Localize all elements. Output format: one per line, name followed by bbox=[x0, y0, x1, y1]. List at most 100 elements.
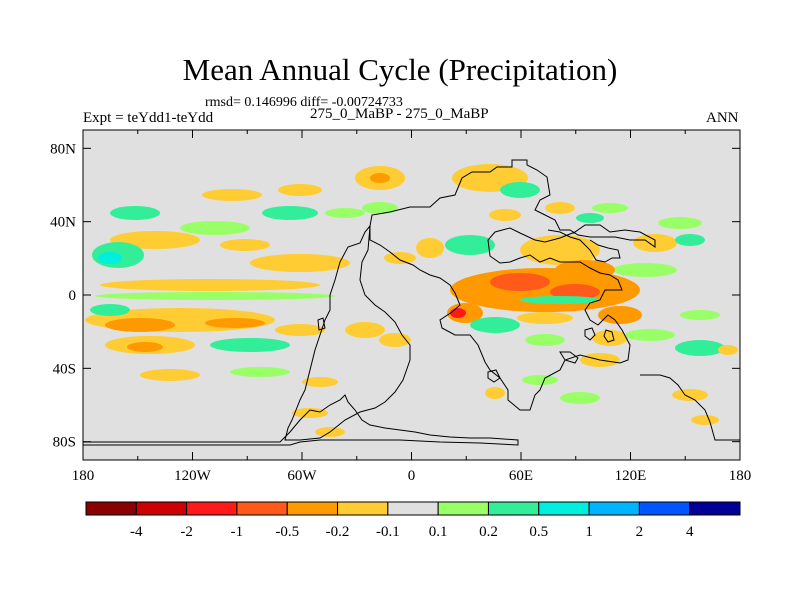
colorbar-swatch bbox=[538, 501, 590, 516]
period-label: 275_0_MaBP - 275_0_MaBP bbox=[310, 106, 489, 122]
contour-region bbox=[250, 254, 350, 272]
y-tick-label: 40S bbox=[53, 361, 76, 377]
contour-region bbox=[230, 367, 290, 377]
contour-region bbox=[292, 408, 328, 418]
contour-region bbox=[598, 306, 642, 324]
contour-region bbox=[210, 338, 290, 352]
contour-region bbox=[278, 184, 322, 196]
contour-region bbox=[302, 377, 338, 387]
x-tick-label: 180 bbox=[72, 468, 95, 484]
experiment-label: Expt = teYdd1-teYdd bbox=[83, 110, 214, 126]
contour-region bbox=[98, 252, 122, 264]
colorbar-label: 1 bbox=[585, 524, 593, 540]
colorbar-label: -0.1 bbox=[376, 524, 400, 540]
contour-region bbox=[325, 208, 365, 218]
contour-region bbox=[545, 202, 575, 214]
colorbar-label: 0.2 bbox=[479, 524, 498, 540]
contour-region bbox=[220, 239, 270, 251]
contour-region bbox=[658, 217, 702, 229]
contour-region bbox=[489, 209, 521, 221]
contour-region bbox=[416, 238, 444, 258]
contour-region bbox=[613, 263, 677, 277]
continent-outline bbox=[559, 351, 579, 364]
colorbar-label: -0.5 bbox=[275, 524, 299, 540]
x-tick-label: 120W bbox=[174, 468, 212, 484]
contour-region bbox=[110, 206, 160, 220]
contour-region bbox=[362, 202, 398, 214]
colorbar-swatch bbox=[236, 501, 288, 516]
colorbar-label: 0.1 bbox=[429, 524, 448, 540]
continent-outlines bbox=[83, 159, 740, 446]
x-tick-label: 180 bbox=[729, 468, 752, 484]
contour-region bbox=[525, 334, 565, 346]
colorbar-label: -1 bbox=[231, 524, 244, 540]
contour-region bbox=[105, 318, 175, 332]
continent-outline bbox=[284, 224, 411, 441]
continent-outline bbox=[640, 374, 740, 441]
x-axis: 180 120W 60W 0 60E 120E 180 bbox=[72, 130, 752, 484]
contour-region bbox=[470, 317, 520, 333]
contour-region bbox=[680, 310, 720, 320]
contour-region bbox=[450, 308, 466, 318]
contour-region bbox=[675, 234, 705, 246]
y-tick-label: 80N bbox=[50, 141, 76, 157]
contour-region bbox=[445, 235, 495, 255]
contour-region bbox=[262, 206, 318, 220]
continent-outline bbox=[487, 369, 501, 383]
contour-region bbox=[100, 279, 320, 291]
continent-outline bbox=[369, 159, 656, 411]
continent-outline bbox=[83, 394, 519, 446]
colorbar-label: 2 bbox=[636, 524, 644, 540]
colorbar-label: -2 bbox=[180, 524, 193, 540]
y-axis: 80N 40N 0 40S 80S bbox=[50, 141, 740, 451]
contour-region bbox=[140, 369, 200, 381]
contour-region bbox=[625, 329, 675, 341]
x-tick-label: 0 bbox=[408, 468, 416, 484]
contour-region bbox=[672, 389, 708, 401]
colorbar-label: 4 bbox=[686, 524, 694, 540]
x-tick-label: 60W bbox=[287, 468, 317, 484]
colorbar-swatch bbox=[337, 501, 389, 516]
continent-outline bbox=[547, 229, 621, 263]
contour-region bbox=[675, 340, 725, 356]
contour-region bbox=[560, 392, 600, 404]
contour-region bbox=[370, 173, 390, 183]
colorbar-swatch bbox=[186, 501, 238, 516]
y-tick-label: 40N bbox=[50, 215, 76, 231]
colorbar-swatch bbox=[437, 501, 489, 516]
colorbar-swatch bbox=[588, 501, 640, 516]
contour-region bbox=[127, 342, 163, 352]
chart-title: Mean Annual Cycle (Precipitation) bbox=[182, 52, 618, 87]
colorbar-label: -4 bbox=[130, 524, 143, 540]
contour-region bbox=[520, 296, 600, 304]
contour-region bbox=[95, 292, 335, 300]
colorbar-swatch bbox=[638, 501, 691, 516]
colorbar: -4 -2 -1 -0.5 -0.2 -0.1 0.1 0.2 0.5 1 2 4 bbox=[85, 501, 741, 540]
season-label: ANN bbox=[706, 110, 739, 126]
contour-region bbox=[592, 330, 628, 346]
continent-outline bbox=[603, 329, 615, 343]
colorbar-label: 0.5 bbox=[529, 524, 548, 540]
contour-region bbox=[576, 213, 604, 223]
colorbar-label: -0.2 bbox=[326, 524, 350, 540]
contour-region bbox=[205, 318, 265, 328]
colorbar-swatch bbox=[286, 501, 339, 516]
continent-outline bbox=[584, 327, 596, 341]
x-tick-label: 120E bbox=[615, 468, 647, 484]
contour-region bbox=[345, 322, 385, 338]
contour-region bbox=[202, 189, 262, 201]
rmsd-diff-stats: rmsd= 0.146996 diff= -0.00724733 bbox=[205, 95, 403, 110]
contour-region bbox=[550, 284, 600, 300]
contour-region bbox=[691, 415, 719, 425]
continent-outline bbox=[317, 317, 326, 331]
contour-region bbox=[384, 252, 416, 264]
contour-region bbox=[522, 375, 558, 385]
contour-region bbox=[90, 304, 130, 316]
y-tick-label: 80S bbox=[53, 435, 76, 451]
contour-region bbox=[718, 345, 738, 355]
contour-region bbox=[517, 312, 573, 324]
colorbar-swatch bbox=[487, 501, 540, 516]
contour-region bbox=[520, 235, 600, 265]
colorbar-swatch bbox=[689, 501, 741, 516]
